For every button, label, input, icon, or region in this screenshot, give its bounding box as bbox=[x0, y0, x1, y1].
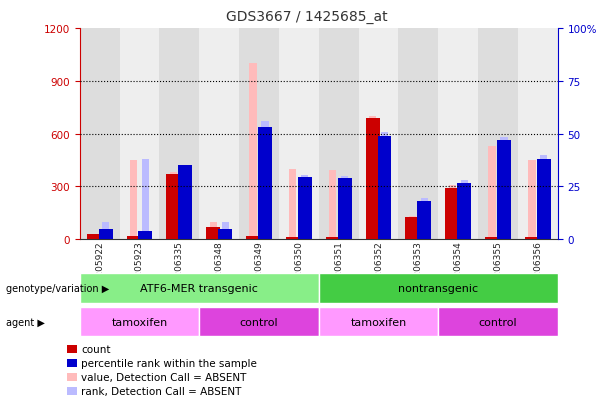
Text: percentile rank within the sample: percentile rank within the sample bbox=[81, 358, 257, 368]
Bar bbox=[460, 180, 468, 240]
Bar bbox=[365, 119, 379, 240]
Bar bbox=[438, 29, 478, 240]
Text: tamoxifen: tamoxifen bbox=[112, 317, 167, 327]
Bar bbox=[178, 166, 192, 240]
Bar bbox=[102, 223, 109, 240]
Text: control: control bbox=[479, 317, 517, 327]
Bar bbox=[500, 138, 508, 240]
Bar bbox=[261, 121, 268, 240]
Bar bbox=[489, 147, 496, 240]
Text: tamoxifen: tamoxifen bbox=[351, 317, 406, 327]
Bar bbox=[239, 29, 279, 240]
Bar bbox=[369, 116, 376, 240]
Bar bbox=[525, 238, 539, 240]
Bar bbox=[166, 175, 180, 240]
Bar bbox=[170, 173, 177, 240]
Bar bbox=[405, 218, 419, 240]
Bar bbox=[286, 238, 300, 240]
Bar bbox=[279, 29, 319, 240]
Bar bbox=[341, 176, 348, 240]
Bar bbox=[126, 236, 140, 240]
Bar bbox=[221, 223, 229, 240]
Bar bbox=[289, 169, 297, 240]
Bar bbox=[497, 140, 511, 240]
Bar bbox=[206, 227, 220, 240]
Bar bbox=[90, 234, 97, 240]
Bar bbox=[86, 234, 101, 240]
Bar bbox=[417, 202, 432, 240]
Bar bbox=[80, 29, 120, 240]
Bar bbox=[329, 171, 337, 240]
Bar bbox=[381, 133, 388, 240]
Bar bbox=[378, 136, 392, 240]
Bar bbox=[398, 29, 438, 240]
Bar bbox=[301, 175, 308, 240]
Text: rank, Detection Call = ABSENT: rank, Detection Call = ABSENT bbox=[81, 386, 242, 396]
Bar bbox=[218, 229, 232, 240]
Bar bbox=[359, 29, 398, 240]
Bar bbox=[421, 199, 428, 240]
Bar bbox=[99, 229, 113, 240]
Bar bbox=[528, 161, 536, 240]
Text: agent ▶: agent ▶ bbox=[6, 317, 45, 327]
Bar bbox=[139, 231, 153, 240]
Bar bbox=[246, 237, 260, 240]
Bar bbox=[457, 184, 471, 240]
Bar bbox=[537, 159, 551, 240]
Text: count: count bbox=[81, 344, 110, 354]
Bar bbox=[298, 178, 312, 240]
Bar bbox=[249, 64, 257, 240]
Text: control: control bbox=[240, 317, 278, 327]
Text: value, Detection Call = ABSENT: value, Detection Call = ABSENT bbox=[81, 372, 246, 382]
Bar bbox=[199, 29, 239, 240]
Bar bbox=[159, 29, 199, 240]
Bar bbox=[210, 222, 217, 240]
Bar bbox=[445, 189, 459, 240]
Text: nontransgenic: nontransgenic bbox=[398, 284, 478, 294]
Bar bbox=[485, 238, 499, 240]
Bar bbox=[338, 178, 352, 240]
Text: ATF6-MER transgenic: ATF6-MER transgenic bbox=[140, 284, 258, 294]
Bar bbox=[181, 170, 189, 240]
Bar bbox=[449, 185, 456, 240]
Bar bbox=[319, 29, 359, 240]
Bar bbox=[142, 159, 149, 240]
Bar bbox=[120, 29, 159, 240]
Text: GDS3667 / 1425685_at: GDS3667 / 1425685_at bbox=[226, 10, 387, 24]
Bar bbox=[540, 155, 547, 240]
Bar bbox=[409, 217, 416, 240]
Bar bbox=[518, 29, 558, 240]
Text: genotype/variation ▶: genotype/variation ▶ bbox=[6, 284, 109, 294]
Bar bbox=[258, 128, 272, 240]
Bar bbox=[130, 161, 137, 240]
Bar bbox=[326, 238, 340, 240]
Bar bbox=[478, 29, 518, 240]
